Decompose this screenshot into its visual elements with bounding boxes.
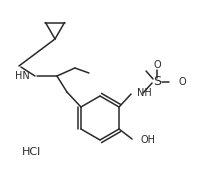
Text: OH: OH [139,135,154,145]
Text: S: S [152,75,160,88]
Text: HN: HN [15,71,30,81]
Text: NH: NH [136,88,151,98]
Text: O: O [152,60,160,70]
Text: HCl: HCl [22,147,41,157]
Text: O: O [177,77,185,87]
